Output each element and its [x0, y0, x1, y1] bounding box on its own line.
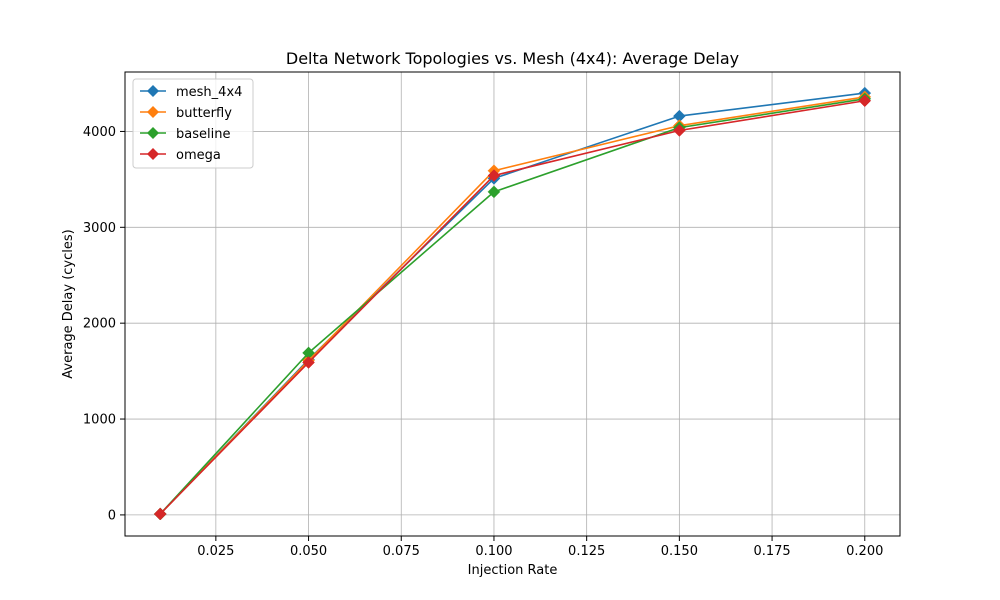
x-tick-label: 0.100	[475, 544, 512, 559]
x-axis-title: Injection Rate	[468, 563, 558, 578]
legend-entry: mesh_4x4	[140, 85, 242, 100]
legend: mesh_4x4 butterfly baseline omega	[132, 78, 254, 169]
x-axis: 0.025 0.050 0.075 0.100 0.125 0.150 0.175 0.200	[197, 536, 883, 559]
plot-frame	[124, 71, 901, 537]
x-tick-label: 0.025	[197, 544, 234, 559]
legend-marker	[147, 106, 159, 118]
y-tick-label: 4000	[83, 125, 116, 140]
y-tick-label: 1000	[83, 413, 116, 428]
data-point	[858, 94, 872, 108]
y-axis: 0 1000 2000 3000 4000	[83, 125, 125, 523]
chart-title: Delta Network Topologies vs. Mesh (4x4):…	[286, 49, 739, 68]
legend-marker	[147, 127, 159, 139]
x-tick-label: 0.125	[568, 544, 605, 559]
x-tick-label: 0.050	[290, 544, 327, 559]
x-tick-label: 0.150	[661, 544, 698, 559]
x-tick-label: 0.175	[753, 544, 790, 559]
legend-marker	[147, 148, 159, 160]
legend-label: butterfly	[176, 106, 232, 121]
x-tick-label: 0.075	[383, 544, 420, 559]
y-tick-label: 2000	[83, 317, 116, 332]
legend-entry: omega	[140, 148, 221, 163]
legend-label: mesh_4x4	[176, 85, 242, 100]
series-omega	[153, 94, 872, 521]
x-tick-label: 0.200	[846, 544, 883, 559]
data-point	[487, 185, 501, 199]
series-layer	[153, 86, 872, 521]
legend-entry: butterfly	[140, 106, 232, 121]
y-axis-title: Average Delay (cycles)	[61, 229, 76, 378]
y-tick-label: 0	[108, 508, 116, 523]
data-point	[153, 507, 167, 521]
data-point	[673, 124, 686, 137]
legend-label: omega	[176, 148, 221, 163]
legend-box	[132, 78, 254, 169]
data-point	[302, 356, 315, 369]
grid	[125, 72, 900, 536]
data-point	[487, 169, 501, 182]
legend-marker	[147, 85, 159, 97]
legend-entry: baseline	[140, 127, 230, 142]
y-tick-label: 3000	[83, 221, 116, 236]
legend-label: baseline	[176, 127, 230, 142]
